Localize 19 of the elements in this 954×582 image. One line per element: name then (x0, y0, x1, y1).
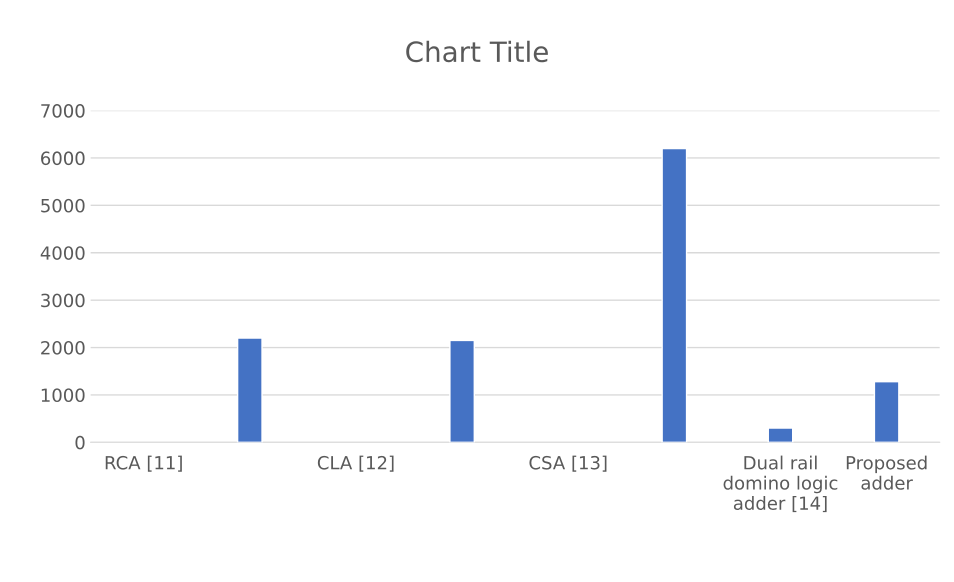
y-tick-label: 6000 (41, 151, 85, 166)
y-tick-label: 5000 (41, 198, 85, 212)
y-tick-label: 2000 (41, 340, 85, 355)
bar (661, 148, 688, 442)
bar (449, 340, 475, 442)
y-tick-label: 4000 (40, 246, 85, 260)
x-tick-label: RCA [11] (106, 456, 182, 472)
y-tick-label: 1000 (42, 388, 85, 402)
x-tick-label: Dual rail domino logic adder [14] (724, 456, 838, 512)
y-tick-label: 3000 (41, 294, 85, 308)
x-tick-label: Proposed adder (846, 456, 927, 490)
bar (768, 427, 794, 442)
y-tick-label: 7000 (41, 104, 85, 118)
chart-title: Chart Title (406, 40, 548, 62)
bar (874, 380, 900, 442)
y-tick-label: 0 (75, 436, 85, 450)
x-tick-label: CLA [12] (318, 456, 394, 472)
bar (236, 337, 263, 442)
x-tick-label: CSA [13] (529, 456, 606, 472)
